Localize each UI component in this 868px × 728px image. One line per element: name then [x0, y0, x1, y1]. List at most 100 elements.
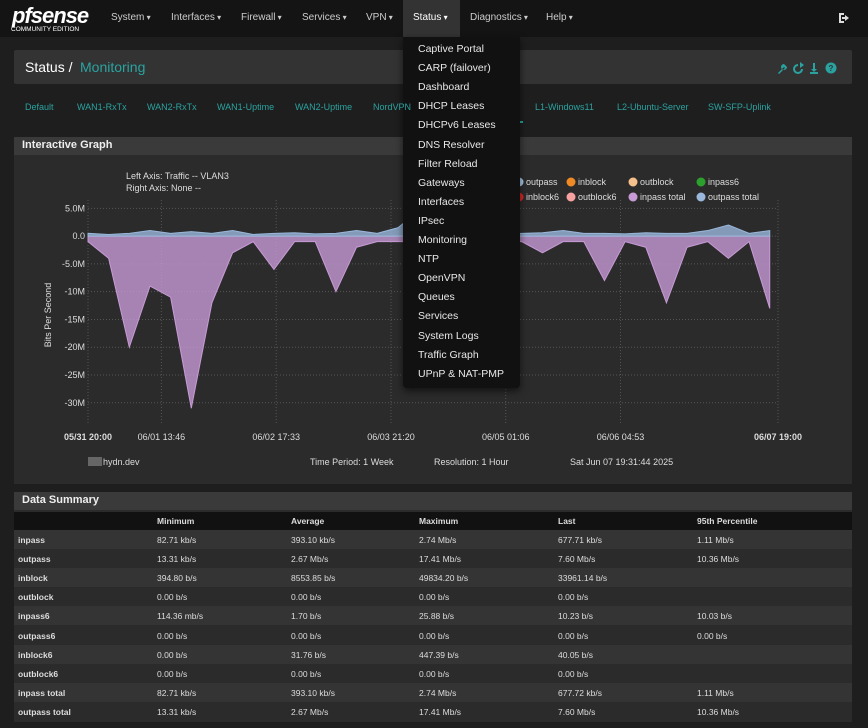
row-label: outpass: [18, 554, 51, 565]
dropdown-item[interactable]: IPsec: [418, 214, 445, 227]
dropdown-item[interactable]: DHCP Leases: [418, 100, 485, 113]
column-header: Maximum: [419, 516, 459, 526]
nav-item[interactable]: Status: [413, 12, 448, 23]
tab[interactable]: WAN1-Uptime: [217, 102, 275, 112]
table-cell: 0.00 b/s: [419, 668, 450, 679]
row-label: inpass: [18, 535, 45, 545]
table-cell: 2.74 Mb/s: [419, 687, 457, 698]
table-cell: 0.00 b/s: [157, 630, 188, 641]
dropdown-item[interactable]: Services: [418, 310, 459, 323]
legend-swatch: [628, 192, 638, 202]
dropdown-item[interactable]: System Logs: [418, 329, 479, 342]
table-cell: 0.00 b/s: [558, 630, 589, 641]
breadcrumb-section[interactable]: Status /: [25, 59, 73, 75]
table-cell: 2.74 Mb/s: [419, 535, 457, 545]
table-row: [14, 663, 852, 683]
host: hydn.dev: [103, 457, 140, 467]
legend-label: outblock6: [578, 192, 617, 202]
legend-swatch: [566, 192, 576, 202]
y-tick-label: -20M: [64, 342, 85, 352]
table-cell: 10.36 Mb/s: [697, 554, 740, 565]
table-cell: 394.80 b/s: [157, 573, 197, 584]
timestamp: Sat Jun 07 19:31:44 2025: [570, 457, 673, 467]
y-tick-label: -10M: [64, 287, 85, 297]
column-header: Last: [558, 516, 576, 526]
table-cell: 447.39 b/s: [419, 649, 459, 660]
dropdown-item[interactable]: CARP (failover): [418, 62, 491, 75]
logo-edition: COMMUNITY EDITION: [11, 26, 80, 33]
nav-item[interactable]: Services: [302, 12, 347, 23]
table-row: [14, 701, 852, 721]
dropdown-item[interactable]: NTP: [418, 253, 439, 266]
row-label: outpass total: [18, 706, 71, 717]
table-cell: 0.00 b/s: [419, 592, 450, 603]
legend-swatch: [696, 192, 706, 202]
dropdown-item[interactable]: Traffic Graph: [418, 348, 479, 361]
nav-item[interactable]: Diagnostics: [470, 12, 528, 23]
nav-item[interactable]: Firewall: [241, 12, 282, 23]
table-cell: 0.00 b/s: [157, 649, 188, 660]
toolbar-icons[interactable]: ?: [776, 61, 846, 75]
table-cell: 0.00 b/s: [419, 630, 450, 641]
tab[interactable]: L1-Windows11: [535, 102, 594, 112]
breadcrumb-page[interactable]: Monitoring: [80, 59, 146, 75]
tab[interactable]: L2-Ubuntu-Server: [617, 102, 689, 112]
table-cell: 49834.20 b/s: [419, 573, 469, 584]
table-cell: 13.31 kb/s: [157, 706, 197, 717]
table-row: [14, 587, 852, 607]
x-tick-label: 06/02 17:33: [252, 432, 300, 442]
column-header: Minimum: [157, 516, 195, 526]
legend-swatch: [566, 177, 576, 187]
legend-label: inblock: [578, 177, 607, 187]
legend-label: outpass total: [708, 192, 759, 202]
tab[interactable]: NordVPN: [373, 102, 412, 112]
nav-item[interactable]: Help: [546, 12, 573, 23]
dropdown-item[interactable]: Monitoring: [418, 234, 468, 246]
tab[interactable]: Default: [25, 102, 54, 112]
tab[interactable]: SW-SFP-Uplink: [708, 102, 771, 112]
table-cell: 33961.14 b/s: [558, 573, 608, 584]
logout-icon[interactable]: [837, 11, 851, 25]
y-tick-label: 0.0: [72, 231, 85, 241]
table-cell: 17.41 Mb/s: [419, 706, 462, 717]
nav-item[interactable]: VPN: [366, 12, 393, 23]
nav-item[interactable]: Interfaces: [171, 12, 221, 23]
legend-label: outblock: [640, 177, 674, 187]
table-cell: 393.10 kb/s: [291, 687, 335, 698]
row-label: outblock: [18, 592, 54, 603]
table-cell: 0.00 b/s: [558, 668, 589, 679]
dropdown-item[interactable]: DHCPv6 Leases: [418, 119, 496, 132]
svg-text:?: ?: [829, 64, 834, 73]
summary-table: Minimum Average Maximum Last 95th Percentile…: [14, 511, 852, 722]
y-tick-label: -15M: [64, 314, 85, 324]
table-cell: 393.10 kb/s: [291, 535, 335, 545]
dropdown-item[interactable]: OpenVPN: [418, 272, 466, 285]
tab[interactable]: WAN1-RxTx: [77, 102, 127, 112]
table-cell: 25.88 b/s: [419, 611, 454, 622]
dropdown-item[interactable]: UPnP & NAT-PMP: [418, 367, 504, 380]
legend-label: inpass6: [708, 177, 739, 187]
table-cell: 82.71 kb/s: [157, 687, 197, 698]
dropdown-item[interactable]: Gateways: [418, 176, 465, 189]
dropdown-item[interactable]: Queues: [418, 291, 455, 304]
table-row: [14, 530, 852, 549]
row-label: inpass total: [18, 687, 66, 698]
dropdown-item[interactable]: DNS Resolver: [418, 138, 485, 151]
dropdown-item[interactable]: Interfaces: [418, 195, 465, 208]
table-row: [14, 549, 852, 569]
dropdown-item[interactable]: Captive Portal: [418, 43, 484, 55]
nav-item[interactable]: System: [111, 12, 151, 23]
table-cell: 40.05 b/s: [558, 649, 593, 660]
dropdown-item[interactable]: Filter Reload: [418, 157, 478, 170]
right-axis-label: Right Axis: None --: [126, 183, 201, 193]
tab[interactable]: WAN2-RxTx: [147, 102, 197, 112]
table-cell: 0.00 b/s: [157, 592, 188, 603]
row-label: inpass6: [18, 611, 50, 622]
table-cell: 7.60 Mb/s: [558, 554, 596, 565]
x-tick-label: 06/03 21:20: [367, 432, 415, 442]
dropdown-item[interactable]: Dashboard: [418, 81, 470, 94]
table-cell: 82.71 kb/s: [157, 535, 197, 545]
table-cell: 0.00 b/s: [697, 630, 728, 641]
logo[interactable]: pfsense: [12, 3, 89, 28]
tab[interactable]: WAN2-Uptime: [295, 102, 353, 112]
